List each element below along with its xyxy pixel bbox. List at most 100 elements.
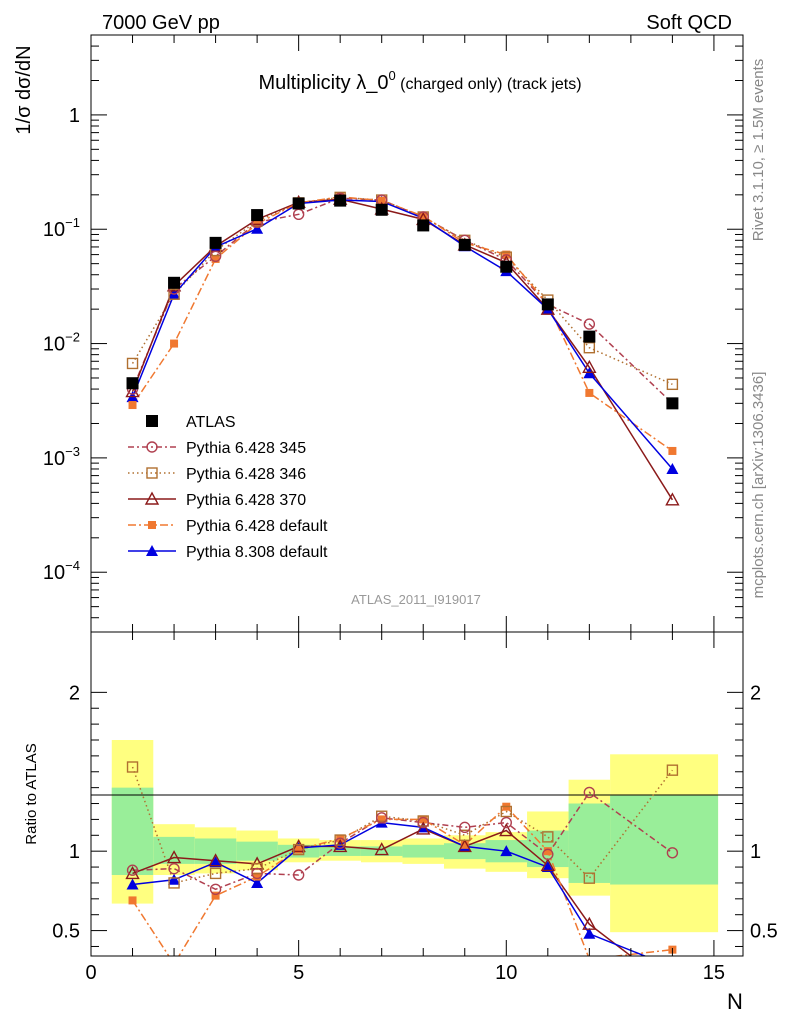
data-point xyxy=(128,401,137,410)
data-point xyxy=(168,288,180,300)
x-tick-label: 10 xyxy=(495,962,517,984)
uncertainty-band-green xyxy=(236,841,278,861)
legend: ATLAS Pythia 6.428 345 Pythia 6.428 346 Pyt… xyxy=(128,414,328,561)
data-point xyxy=(251,862,263,875)
data-point xyxy=(146,415,158,427)
data-point xyxy=(168,877,180,889)
data-point xyxy=(377,815,386,824)
y-tick-label: 10−3 xyxy=(43,444,80,470)
data-point xyxy=(332,838,348,853)
data-point xyxy=(168,276,181,289)
data-point xyxy=(251,222,264,234)
data-point xyxy=(419,815,428,824)
x-tick-label: 0 xyxy=(85,962,96,984)
data-point xyxy=(419,212,428,221)
y-axis-label: 1/σ dσ/dN xyxy=(13,45,35,134)
header-left: 7000 GeV pp xyxy=(102,12,220,34)
data-point xyxy=(460,840,469,849)
main-frame xyxy=(90,34,744,633)
ratio-frame xyxy=(90,631,744,957)
uncertainty-band-green xyxy=(402,844,444,858)
data-point xyxy=(209,856,222,868)
data-point xyxy=(583,330,596,343)
header-right: Soft QCD xyxy=(646,12,732,34)
data-point xyxy=(209,250,222,262)
data-point xyxy=(666,378,679,391)
ratio-y-label: Ratio to ATLAS xyxy=(23,743,40,844)
data-point xyxy=(541,861,554,873)
data-point xyxy=(583,927,596,939)
data-point xyxy=(294,845,303,854)
uncertainty-band-green xyxy=(610,795,719,885)
data-point xyxy=(500,260,513,273)
legend-label: Pythia 6.428 345 xyxy=(186,440,306,457)
ratio-y-tick-label-right: 0.5 xyxy=(750,921,778,943)
data-point xyxy=(377,196,386,205)
data-point xyxy=(417,219,430,232)
plot-title: Multiplicity λ_00 (charged only) (track … xyxy=(258,68,581,94)
ratio-y-tick-label: 0.5 xyxy=(52,921,80,943)
data-point xyxy=(665,492,680,506)
ratio-y-tick-label: 2 xyxy=(69,682,80,704)
series-line xyxy=(131,196,673,386)
legend-label: Pythia 6.428 346 xyxy=(186,466,306,483)
data-point xyxy=(208,853,223,867)
data-point xyxy=(125,384,140,398)
data-point xyxy=(334,194,347,207)
data-point xyxy=(459,821,471,834)
x-tick-label: 15 xyxy=(703,962,725,984)
data-point xyxy=(666,764,679,776)
data-point xyxy=(666,847,679,859)
series-line xyxy=(131,196,673,452)
legend-label: ATLAS xyxy=(186,414,236,431)
data-point xyxy=(128,896,137,905)
data-point xyxy=(146,467,158,479)
data-point xyxy=(375,203,388,216)
data-point xyxy=(209,867,222,880)
data-point xyxy=(126,761,139,773)
data-point xyxy=(126,357,139,370)
data-point xyxy=(146,545,158,556)
data-point xyxy=(666,462,679,474)
data-point xyxy=(500,816,512,829)
data-point xyxy=(126,864,139,876)
data-point xyxy=(251,876,264,888)
data-point xyxy=(543,847,552,856)
data-point xyxy=(458,238,471,251)
data-point xyxy=(292,843,305,856)
uncertainty-band-green xyxy=(568,803,611,883)
data-point xyxy=(126,878,139,890)
data-point xyxy=(583,342,596,354)
data-point xyxy=(166,850,182,864)
main-panel: 1 10−1 10−2 10−3 10−4 Multiplicity λ_00 (cha… xyxy=(13,34,744,633)
data-point xyxy=(334,834,346,846)
data-point xyxy=(457,838,472,853)
data-point xyxy=(500,845,513,857)
data-point xyxy=(668,446,677,455)
data-point xyxy=(211,891,220,900)
data-point xyxy=(209,883,222,895)
data-point xyxy=(585,388,594,397)
data-point xyxy=(500,805,512,818)
data-point xyxy=(583,318,596,330)
data-point xyxy=(459,829,471,841)
data-point xyxy=(583,786,596,799)
data-point xyxy=(583,872,596,884)
data-point xyxy=(542,848,554,861)
data-point xyxy=(582,916,597,930)
uncertainty-band-green xyxy=(360,846,403,856)
legend-label: Pythia 6.428 default xyxy=(186,518,328,535)
data-point xyxy=(334,837,346,849)
data-point xyxy=(125,865,140,880)
legend-label: Pythia 8.308 default xyxy=(186,544,328,561)
mcplots-label: mcplots.cern.ch [arXiv:1306.3436] xyxy=(750,372,767,599)
ratio-panel: 0.5 0.5 1 1 2 2 0 5 10 15 Ratio to ATLAS N xyxy=(23,631,778,1014)
data-point xyxy=(253,219,262,228)
rivet-label: Rivet 3.1.10, ≥ 1.5M events xyxy=(750,59,767,242)
data-point xyxy=(209,236,222,249)
y-tick-label: 10−2 xyxy=(43,330,80,356)
data-point xyxy=(144,491,160,505)
data-point xyxy=(253,872,262,881)
y-tick-label: 10−1 xyxy=(43,215,80,241)
data-point xyxy=(374,842,389,856)
